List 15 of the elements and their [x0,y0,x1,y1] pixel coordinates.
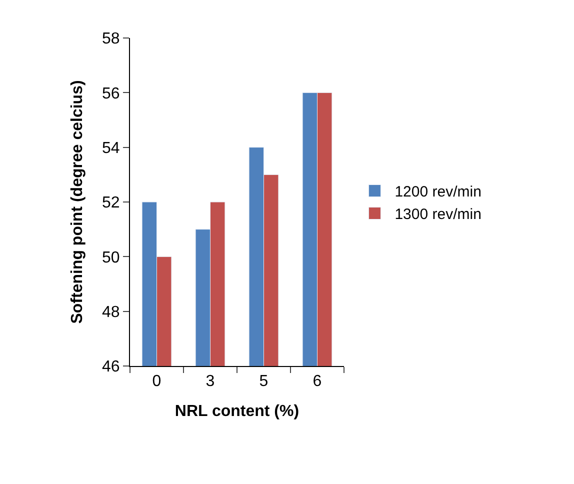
y-tick-label: 48 [102,304,120,321]
y-axis-title: Softening point (degree celcius) [68,80,86,324]
legend-label: 1300 rev/min [394,206,482,224]
y-tick-label: 46 [102,358,120,376]
y-tick-label: 58 [102,30,120,48]
legend-label: 1200 rev/min [394,184,482,201]
x-axis-title: NRL content (%) [174,402,300,420]
y-tick-label: 52 [102,194,120,212]
x-tick-label: 6 [312,373,322,390]
y-tick-label: 50 [102,249,120,266]
x-tick-label: 0 [152,373,162,390]
x-tick-label: 3 [206,373,215,390]
y-tick-label: 54 [102,140,120,157]
y-tick-label: 56 [102,85,120,102]
x-tick-label: 5 [259,373,268,390]
